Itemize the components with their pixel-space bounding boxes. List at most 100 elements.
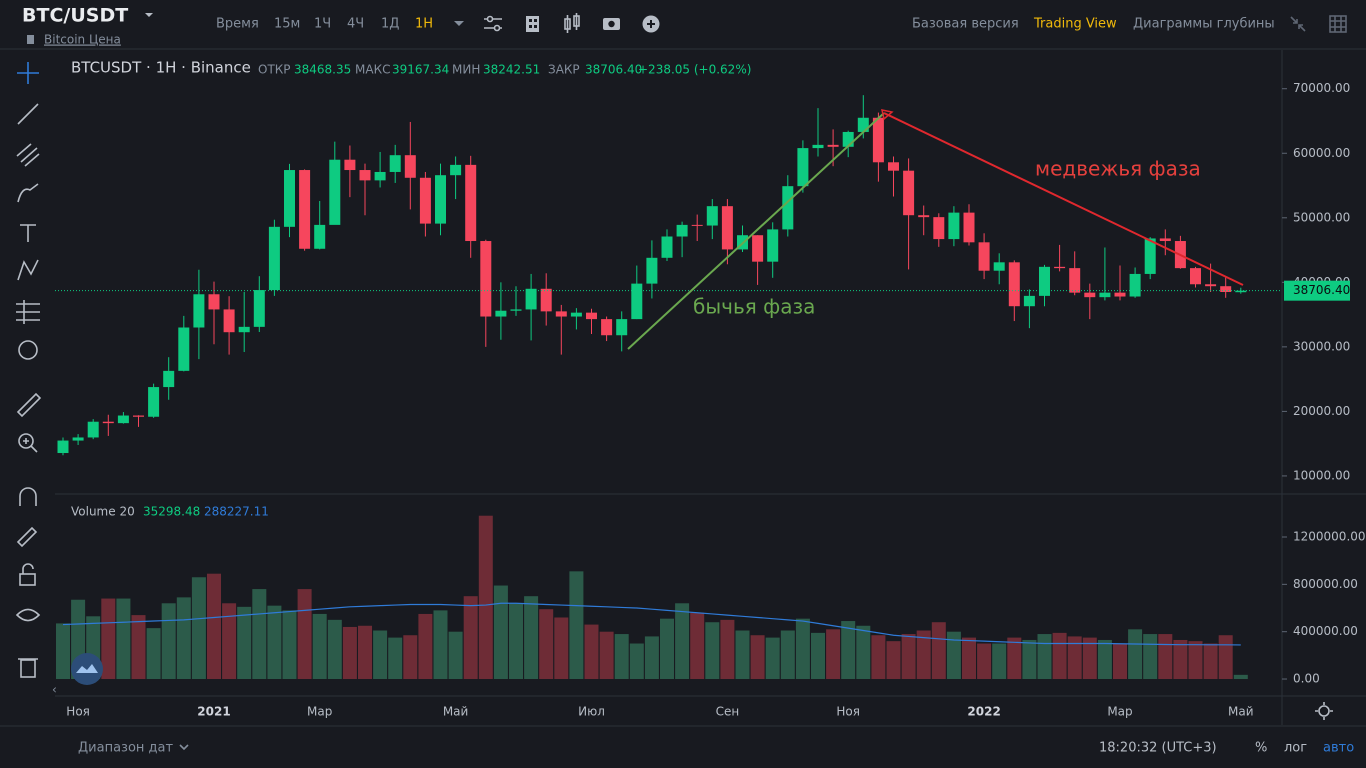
- y-tick-label: 70000.00: [1293, 81, 1350, 95]
- volume-bar: [312, 613, 327, 680]
- fib-tool[interactable]: [16, 143, 40, 167]
- volume-bar: [297, 589, 312, 680]
- line-tool[interactable]: [17, 103, 39, 125]
- candle-body: [1144, 238, 1156, 274]
- volume-bar: [1158, 634, 1173, 680]
- volume-bar: [1067, 636, 1082, 680]
- forecast-tool[interactable]: [16, 300, 40, 324]
- volume-bar: [992, 643, 1007, 680]
- view-basic[interactable]: Базовая версия: [912, 17, 1019, 32]
- layout-icon[interactable]: [526, 16, 539, 32]
- brush-tool[interactable]: [17, 183, 39, 203]
- volume-bar: [1188, 641, 1203, 680]
- y-tick-label: 0.00: [1293, 672, 1320, 686]
- date-range-arrow[interactable]: [179, 744, 189, 751]
- interval-button[interactable]: 1Д: [381, 17, 399, 32]
- trash-tool[interactable]: [18, 658, 38, 678]
- volume-bar: [1022, 639, 1037, 680]
- x-tick-label: Мар: [1107, 705, 1132, 719]
- volume-bar: [207, 573, 221, 680]
- candle-body: [510, 309, 522, 311]
- ohlc-value: 38468.35: [294, 63, 351, 77]
- text-tool[interactable]: [20, 224, 36, 242]
- candle-body: [1023, 295, 1035, 307]
- volume-bar: [795, 618, 810, 680]
- percent-toggle[interactable]: %: [1255, 741, 1267, 756]
- icon-tool[interactable]: [18, 340, 38, 360]
- candle-body: [1099, 292, 1111, 298]
- candle-body: [480, 241, 492, 317]
- y-tick-label: 30000.00: [1293, 339, 1350, 353]
- pair[interactable]: BTC/USDT: [22, 5, 128, 27]
- candle-body: [389, 155, 401, 172]
- ohlc-value: 38242.51: [483, 63, 540, 77]
- auto-toggle[interactable]: авто: [1323, 741, 1354, 756]
- volume-bar: [1097, 639, 1112, 680]
- bear-trend-line[interactable]: [883, 112, 1244, 286]
- bull-trend-line[interactable]: [627, 112, 885, 350]
- candle-body: [570, 312, 582, 317]
- volume-bar: [1082, 637, 1097, 680]
- add-icon[interactable]: [642, 15, 660, 33]
- interval-button[interactable]: 1Ч: [314, 17, 331, 32]
- candle-body: [253, 290, 265, 327]
- volume-ma-line: [62, 602, 1241, 646]
- volume-bar: [690, 612, 705, 680]
- x-tick-label: Мар: [307, 705, 332, 719]
- ohlc-label: МИН: [452, 63, 480, 77]
- crosshair-tool[interactable]: [17, 62, 39, 84]
- interval-button[interactable]: Время: [216, 17, 259, 32]
- candle-body: [933, 217, 945, 240]
- zoom-tool[interactable]: [18, 433, 38, 453]
- candle-body: [721, 206, 733, 250]
- view-depth[interactable]: Диаграммы глубины: [1133, 17, 1275, 32]
- volume-bar: [675, 603, 690, 680]
- measure-tool[interactable]: [16, 392, 42, 418]
- pair-dropdown[interactable]: [145, 13, 153, 17]
- volume-bar: [433, 610, 448, 680]
- camera-icon[interactable]: [603, 18, 620, 30]
- date-range[interactable]: Диапазон дат: [78, 741, 173, 756]
- volume-bar: [539, 609, 554, 680]
- ohlc-label: МАКС: [355, 63, 390, 77]
- interval-dropdown[interactable]: [454, 21, 464, 26]
- bear-label: медвежья фаза: [1035, 157, 1201, 181]
- pattern-tool[interactable]: [17, 259, 39, 281]
- lock-tool[interactable]: [19, 563, 36, 586]
- volume-bar: [478, 515, 493, 680]
- candle-body: [616, 319, 628, 336]
- volume-bar: [252, 589, 267, 680]
- stay-draw-tool[interactable]: [16, 526, 38, 548]
- volume-bar: [1052, 632, 1067, 680]
- subtitle[interactable]: Bitcoin Цена: [44, 33, 121, 47]
- candle-body: [631, 283, 643, 320]
- volume-bar: [403, 635, 418, 680]
- volume-bar: [342, 626, 357, 680]
- candle-body: [872, 117, 884, 163]
- volume-bar: [750, 635, 765, 680]
- eye-tool[interactable]: [15, 608, 41, 622]
- collapse-icon[interactable]: [1290, 16, 1306, 32]
- x-tick-label: 2022: [967, 705, 1000, 719]
- view-tradingview[interactable]: Trading View: [1033, 17, 1117, 32]
- candle-icon[interactable]: [564, 13, 580, 33]
- log-toggle[interactable]: лог: [1284, 741, 1307, 756]
- candle-body: [359, 170, 371, 181]
- last-price-label: 38706.40: [1293, 283, 1350, 297]
- volume-bar: [765, 637, 780, 680]
- candle-body: [842, 131, 854, 147]
- y-tick-label: 50000.00: [1293, 210, 1350, 224]
- magnet-tool[interactable]: [19, 487, 37, 506]
- settings-icon[interactable]: [484, 15, 502, 32]
- interval-button[interactable]: 1Н: [415, 17, 433, 32]
- x-tick-label: 2021: [197, 705, 230, 719]
- interval-button[interactable]: 4Ч: [347, 17, 364, 32]
- grid-icon[interactable]: [1329, 15, 1347, 33]
- interval-button[interactable]: 15м: [274, 17, 300, 32]
- volume-bar: [599, 631, 614, 680]
- volume-bar: [946, 631, 961, 680]
- volume-bar: [1233, 674, 1248, 680]
- axis-settings[interactable]: [1315, 702, 1333, 720]
- candle-body: [1220, 286, 1232, 293]
- collapse-arrow[interactable]: ‹: [52, 683, 57, 697]
